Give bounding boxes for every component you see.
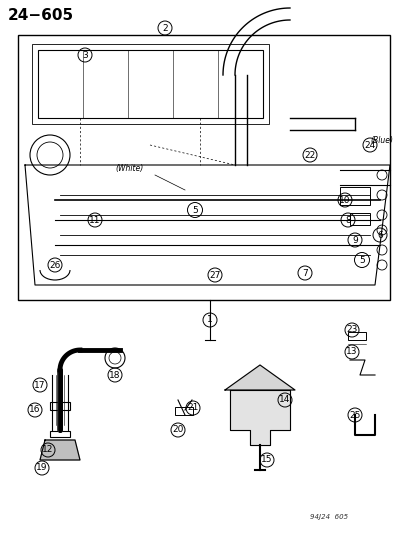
Polygon shape — [230, 390, 289, 445]
Text: 25: 25 — [349, 410, 360, 419]
Bar — [50, 402, 70, 410]
Text: 27: 27 — [209, 271, 220, 279]
Text: 15: 15 — [261, 456, 272, 464]
Text: 5: 5 — [358, 255, 364, 264]
Bar — [339, 187, 369, 205]
Text: 13: 13 — [345, 348, 357, 357]
Bar — [175, 407, 192, 415]
Text: 21: 21 — [187, 403, 198, 413]
Bar — [18, 35, 389, 300]
Bar — [32, 44, 268, 124]
Text: 3: 3 — [82, 51, 88, 60]
Text: 14: 14 — [279, 395, 290, 405]
Text: 11: 11 — [89, 215, 100, 224]
Text: 94J24  605: 94J24 605 — [309, 514, 347, 520]
Text: 17: 17 — [34, 381, 46, 390]
Text: 1: 1 — [206, 316, 212, 325]
Text: 5: 5 — [192, 206, 197, 214]
Text: 24: 24 — [363, 141, 375, 149]
Text: 10: 10 — [338, 196, 350, 205]
Bar — [50, 431, 70, 437]
Text: 19: 19 — [36, 464, 47, 472]
Text: 18: 18 — [109, 370, 121, 379]
Text: (Blue): (Blue) — [369, 135, 392, 144]
Text: 7: 7 — [301, 269, 307, 278]
Text: 8: 8 — [344, 215, 350, 224]
Polygon shape — [224, 365, 294, 390]
Polygon shape — [40, 440, 80, 460]
Bar — [349, 213, 369, 225]
Text: 22: 22 — [304, 150, 315, 159]
Text: 26: 26 — [49, 261, 61, 270]
Text: (White): (White) — [116, 164, 144, 173]
Text: 20: 20 — [172, 425, 183, 434]
Text: 23: 23 — [346, 326, 357, 335]
Text: 24−605: 24−605 — [8, 8, 74, 23]
Text: 2: 2 — [162, 23, 167, 33]
Text: 6: 6 — [376, 230, 382, 239]
Text: 12: 12 — [42, 446, 54, 455]
Text: 9: 9 — [351, 236, 357, 245]
Text: 16: 16 — [29, 406, 40, 415]
Bar — [347, 332, 365, 340]
Bar — [38, 50, 262, 118]
